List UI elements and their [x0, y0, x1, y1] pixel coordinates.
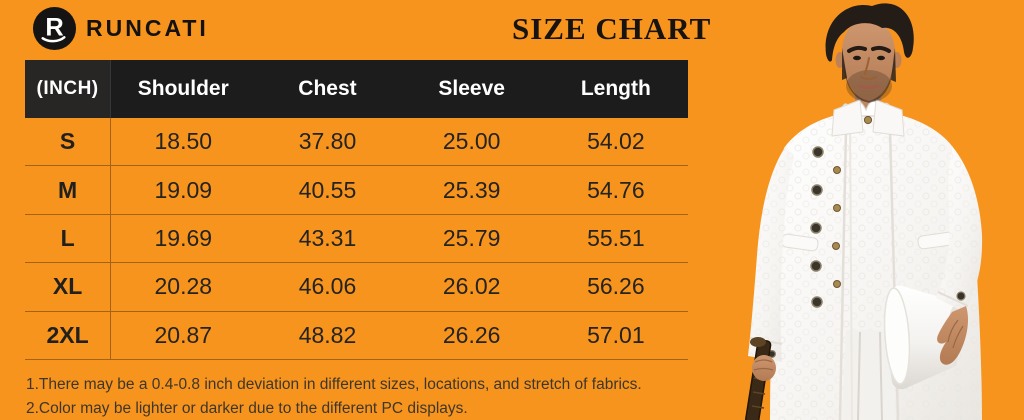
- brand-name: RUNCATI: [86, 15, 209, 41]
- table-header-row: (INCH) Shoulder Chest Sleeve Length: [25, 60, 688, 118]
- value-cell: 20.87: [154, 321, 213, 348]
- size-chart-table: (INCH) Shoulder Chest Sleeve Length S 18.50…: [25, 60, 688, 360]
- brand-logo: R RUNCATI: [32, 6, 209, 51]
- value-cell: 25.00: [442, 128, 501, 155]
- size-cell: 2XL: [25, 311, 112, 359]
- footnote-line: 2.Color may be lighter or darker due to …: [26, 399, 468, 417]
- value-cell: 46.06: [298, 273, 357, 300]
- size-cell: L: [25, 214, 112, 263]
- model-photo: [745, 3, 983, 420]
- column-header: Sleeve: [438, 77, 505, 100]
- table-row: S 18.50 37.80 25.00 54.02: [25, 118, 688, 167]
- svg-text:R: R: [45, 13, 63, 41]
- value-cell: 55.51: [587, 224, 645, 251]
- footnote-line: 1.There may be a 0.4-0.8 inch deviation …: [26, 376, 642, 393]
- runcati-r-monogram-icon: R: [32, 6, 77, 51]
- column-header: Chest: [298, 77, 357, 100]
- value-cell: 25.79: [442, 224, 501, 251]
- unit-label-cell: (INCH): [25, 60, 112, 118]
- value-cell: 48.82: [298, 321, 357, 348]
- table-row: M 19.09 40.55 25.39 54.76: [25, 166, 688, 215]
- value-cell: 26.26: [442, 321, 501, 348]
- value-cell: 57.01: [587, 321, 645, 348]
- value-cell: 37.80: [298, 128, 357, 155]
- value-cell: 26.02: [442, 273, 501, 300]
- size-cell: M: [25, 166, 112, 214]
- value-cell: 20.28: [154, 273, 213, 300]
- table-row: L 19.69 43.31 25.79 55.51: [25, 214, 688, 264]
- column-header: Length: [580, 77, 651, 100]
- value-cell: 19.69: [154, 224, 213, 251]
- jacket-buttons: [810, 146, 841, 308]
- footnotes: 1.There may be a 0.4-0.8 inch deviation …: [26, 373, 642, 420]
- size-cell: S: [25, 118, 112, 166]
- size-cell: XL: [25, 263, 112, 311]
- value-cell: 40.55: [298, 176, 357, 203]
- value-cell: 25.39: [442, 176, 501, 203]
- page-title: SIZE CHART: [512, 11, 712, 46]
- column-header: Shoulder: [137, 77, 229, 100]
- value-cell: 18.50: [154, 128, 213, 155]
- value-cell: 56.26: [587, 273, 645, 300]
- value-cell: 43.31: [298, 224, 357, 251]
- table-row: XL 20.28 46.06 26.02 56.26: [25, 263, 688, 312]
- value-cell: 54.02: [587, 128, 645, 155]
- value-cell: 19.09: [154, 176, 213, 203]
- value-cell: 54.76: [587, 176, 645, 203]
- table-row: 2XL 20.87 48.82 26.26 57.01: [25, 311, 688, 360]
- size-table-body: S 18.50 37.80 25.00 54.02 M 19.09 40.55 …: [25, 118, 688, 360]
